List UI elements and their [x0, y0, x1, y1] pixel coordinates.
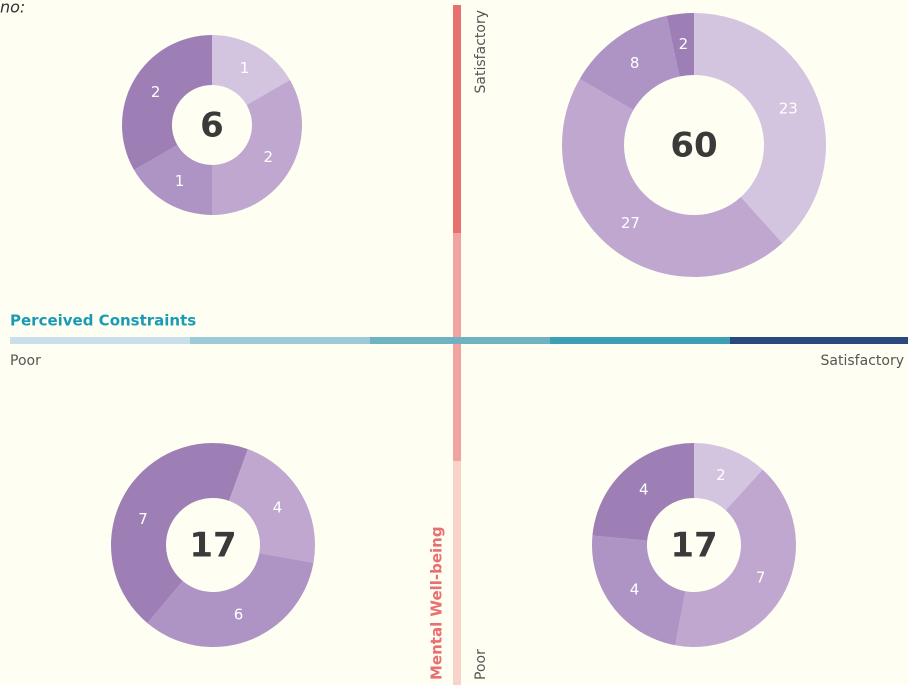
donut-segment	[694, 443, 763, 511]
axis-segment	[730, 337, 908, 344]
axis-segment	[453, 5, 461, 233]
donut-segment	[147, 553, 314, 647]
axis-segment	[370, 337, 550, 344]
donut-segment	[134, 145, 212, 215]
segment-label: 2	[151, 83, 161, 101]
segment-label: 2	[679, 35, 689, 53]
donut-segment	[229, 449, 315, 563]
donut-total: 17	[189, 526, 236, 566]
x-axis-high: Satisfactory	[821, 353, 904, 369]
segment-label: 4	[630, 580, 640, 598]
donut-segment	[579, 15, 680, 111]
segment-label: 7	[138, 510, 148, 528]
segment-label: 27	[621, 214, 640, 232]
donut-segment	[694, 13, 827, 244]
y-axis-title: Mental Well-being	[428, 526, 446, 680]
y-axis-low: Poor	[473, 649, 489, 680]
axis-segment	[190, 337, 370, 344]
donut-total: 60	[670, 126, 717, 166]
donut-total: 6	[200, 106, 224, 146]
segment-label: 8	[630, 54, 640, 72]
caption: no:	[0, 0, 25, 17]
segment-label: 4	[639, 480, 649, 498]
x-axis-low: Poor	[10, 353, 41, 369]
segment-label: 23	[779, 99, 798, 117]
segment-label: 7	[756, 569, 766, 587]
donut-segment	[111, 443, 213, 624]
axis-segment	[550, 337, 730, 344]
donut-segment	[561, 79, 783, 278]
donut-segment	[121, 35, 212, 170]
y-axis: Satisfactory Poor Mental Well-being	[428, 5, 489, 685]
donut-segment	[675, 469, 797, 647]
donut-segment	[592, 535, 686, 646]
y-axis-high: Satisfactory	[473, 10, 489, 93]
segment-label: 6	[234, 606, 244, 624]
segment-label: 2	[264, 148, 274, 166]
segment-label: 1	[175, 172, 185, 190]
segment-label: 1	[240, 59, 250, 77]
donut-segment	[592, 443, 694, 541]
axis-segment	[453, 461, 461, 685]
segment-label: 4	[273, 498, 283, 516]
donut-segment	[212, 35, 290, 105]
x-axis: Perceived Constraints Poor Satisfactory	[10, 312, 908, 369]
donut-segment	[666, 13, 694, 77]
axis-segment	[453, 233, 461, 461]
axis-segment	[10, 337, 190, 344]
segment-label: 2	[716, 466, 726, 484]
donut-segment	[213, 443, 248, 501]
x-axis-title: Perceived Constraints	[10, 312, 196, 330]
donut-segment	[212, 80, 302, 215]
donut-total: 17	[670, 526, 717, 566]
